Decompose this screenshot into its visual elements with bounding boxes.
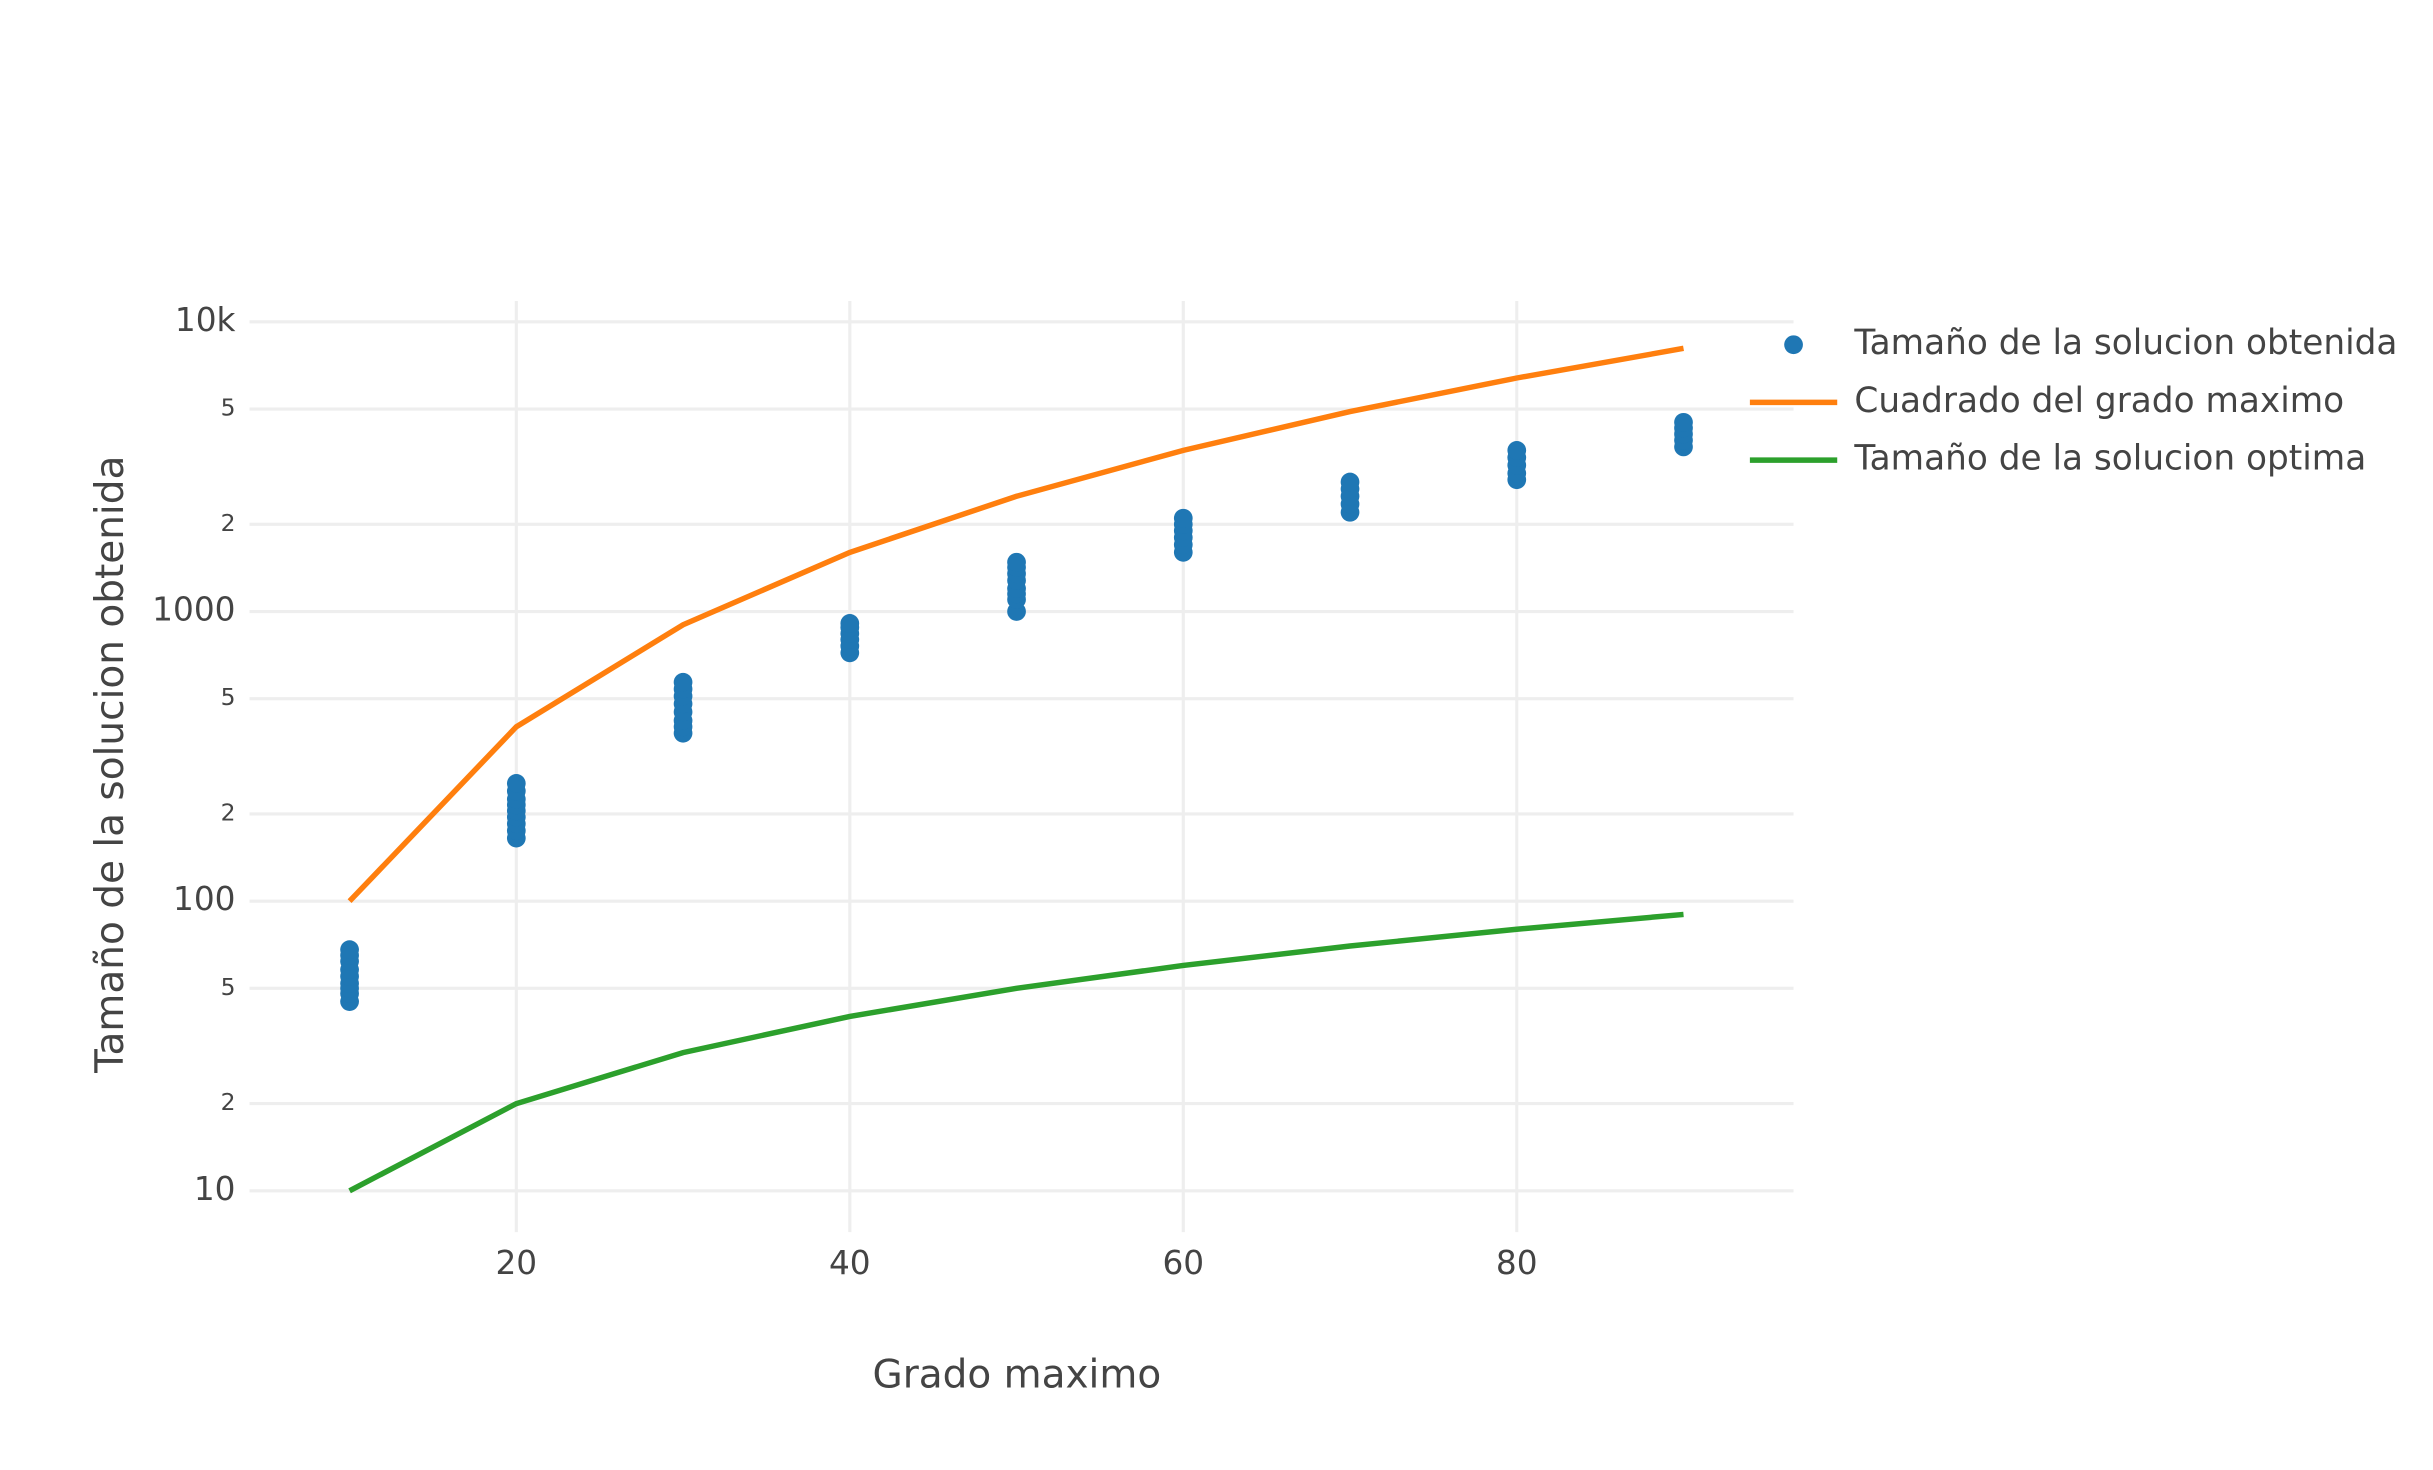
y-tick-label: 100 — [173, 880, 236, 918]
x-tick-label: 20 — [495, 1244, 537, 1282]
y-tick-label: 2 — [221, 798, 236, 826]
scatter-point — [1007, 552, 1026, 572]
y-tick-label: 1000 — [152, 591, 235, 629]
y-tick-label: 2 — [221, 509, 236, 537]
scatter-point — [673, 672, 693, 692]
scatter-point — [840, 614, 860, 633]
scatter-point — [1173, 508, 1193, 528]
legend-label: Tamaño de la solucion obtenida — [1853, 323, 2397, 363]
legend-label: Tamaño de la solucion optima — [1853, 439, 2366, 479]
legend-marker — [1784, 335, 1803, 355]
scatter-point — [1340, 472, 1360, 492]
legend-label: Cuadrado del grado maximo — [1854, 381, 2344, 421]
y-tick-label: 5 — [221, 394, 236, 422]
scatter-point — [1507, 441, 1527, 460]
x-tick-label: 80 — [1496, 1244, 1538, 1282]
y-axis-title: Tamaño de la solucion obtenida — [88, 456, 133, 1074]
x-axis-title: Grado maximo — [873, 1353, 1162, 1398]
y-tick-label: 10k — [175, 301, 236, 339]
x-tick-label: 60 — [1162, 1244, 1204, 1282]
scatter-point — [340, 940, 359, 960]
y-tick-label: 10 — [194, 1170, 236, 1208]
y-tick-label: 2 — [221, 1088, 236, 1116]
scatter-point — [1674, 412, 1693, 432]
line — [348, 911, 1684, 1194]
y-tick-label: 5 — [221, 683, 236, 711]
line — [347, 345, 1684, 904]
y-tick-label: 5 — [221, 973, 236, 1001]
scatter-point — [506, 774, 526, 793]
x-tick-label: 40 — [829, 1244, 871, 1282]
